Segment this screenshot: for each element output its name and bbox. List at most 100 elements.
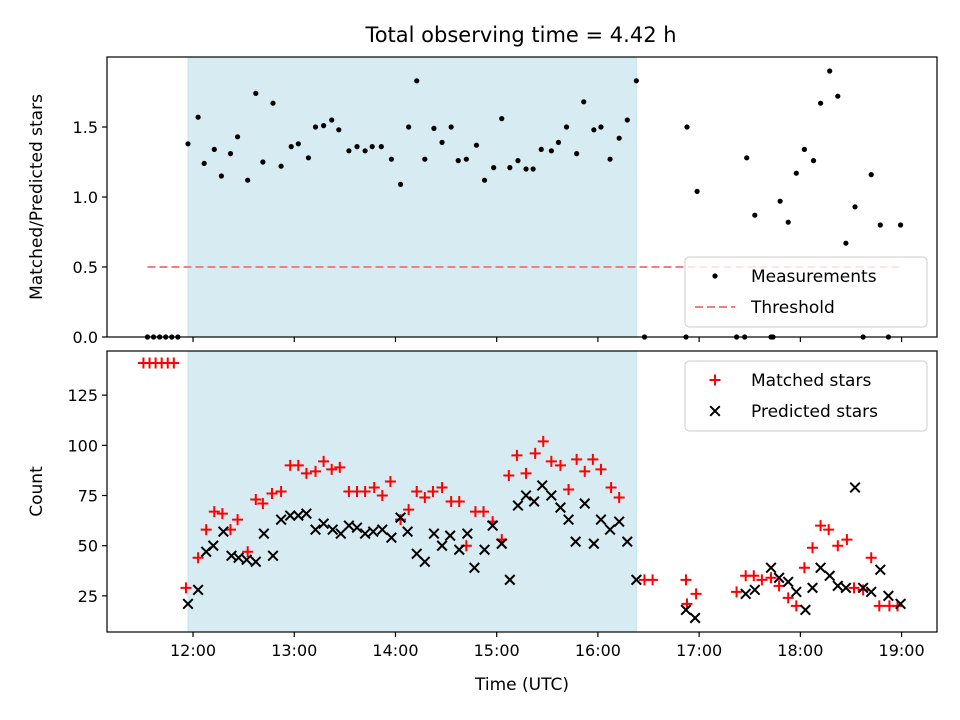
data-marker (367, 526, 379, 538)
data-marker (528, 496, 540, 508)
data-marker (630, 574, 642, 586)
data-point (598, 124, 604, 130)
bottom-legend: Matched stars Predicted stars (684, 360, 928, 432)
top-panel: 0.0 0.5 1.0 1.5 Matched/Predicted stars Mea… (27, 56, 938, 347)
data-point (843, 240, 849, 246)
data-point (288, 144, 294, 150)
data-point (278, 163, 284, 169)
data-marker (832, 540, 844, 552)
data-point (388, 156, 395, 162)
data-marker (368, 481, 380, 493)
data-marker (748, 570, 760, 582)
data-point (397, 181, 404, 187)
data-marker (250, 556, 262, 568)
data-point (362, 148, 368, 154)
data-marker (376, 490, 388, 502)
data-point (591, 127, 597, 133)
data-point (752, 212, 758, 218)
x-tick-label: 12:00 (170, 641, 216, 660)
legend-label: Measurements (751, 267, 877, 287)
data-point (868, 172, 874, 178)
data-marker (587, 453, 599, 465)
data-point (195, 114, 201, 120)
x-axis-label: Time (UTC) (474, 675, 569, 695)
data-point (694, 188, 700, 194)
bottom-y-axis-label: Count (27, 466, 47, 517)
data-marker (647, 574, 659, 586)
data-point (312, 124, 319, 130)
data-marker (536, 479, 548, 491)
data-marker (292, 510, 304, 522)
x-tick-label: 15:00 (474, 641, 520, 660)
data-marker (168, 357, 180, 369)
data-marker (436, 481, 448, 493)
data-point (581, 99, 587, 105)
data-marker (266, 488, 278, 500)
data-marker (453, 496, 465, 508)
legend-label: Predicted stars (751, 402, 878, 422)
y-tick-label: 75 (78, 487, 98, 506)
data-marker (208, 506, 220, 518)
data-point (515, 158, 521, 164)
data-marker (790, 586, 802, 598)
data-marker (241, 554, 253, 566)
data-marker (216, 508, 228, 520)
data-marker (461, 528, 473, 540)
data-marker (815, 520, 827, 532)
data-marker (841, 534, 853, 546)
data-marker (865, 586, 877, 598)
data-marker (848, 582, 860, 594)
data-marker (207, 540, 219, 552)
data-point (548, 148, 554, 154)
data-point (684, 124, 690, 130)
data-marker (773, 572, 785, 584)
data-marker (563, 514, 575, 526)
data-marker (605, 481, 617, 493)
data-marker (192, 552, 204, 564)
x-tick-label: 14:00 (372, 641, 418, 660)
data-marker (242, 546, 254, 558)
data-marker (824, 570, 836, 582)
data-point (227, 151, 234, 157)
y-tick-label: 100 (67, 436, 98, 455)
data-marker (621, 536, 633, 548)
data-point (431, 125, 437, 131)
data-point (336, 127, 342, 133)
data-marker (318, 518, 330, 530)
data-marker (327, 524, 339, 536)
data-point (211, 146, 217, 152)
data-marker (258, 528, 270, 540)
data-point (455, 158, 461, 164)
top-y-axis-label: Matched/Predicted stars (27, 94, 47, 300)
data-point (305, 155, 312, 161)
data-marker (233, 552, 245, 564)
data-marker (200, 524, 212, 536)
data-point (234, 134, 241, 140)
data-marker (403, 504, 415, 516)
data-point (616, 135, 622, 141)
data-marker (857, 582, 869, 594)
data-marker (545, 455, 557, 467)
bottom-axes-frame (106, 350, 938, 633)
data-point (346, 148, 352, 154)
top-x-ticks (192, 337, 903, 342)
y-tick-label: 1.5 (73, 118, 98, 137)
legend-marker (709, 374, 721, 386)
data-marker (799, 604, 811, 616)
data-point (260, 159, 266, 165)
data-point (270, 100, 276, 106)
data-marker (343, 520, 355, 532)
bottom-x-ticks: 12:00 13:00 14:00 15:00 16:00 17:00 18:00 19:00 (170, 632, 925, 660)
data-marker (310, 465, 322, 477)
data-point (321, 123, 327, 129)
y-tick-label: 1.0 (73, 188, 98, 207)
x-tick-label: 13:00 (271, 641, 317, 660)
data-marker (250, 494, 262, 506)
data-point (810, 158, 817, 164)
data-marker (428, 528, 440, 540)
data-marker (680, 574, 692, 586)
data-marker (806, 582, 819, 594)
data-marker (284, 510, 296, 522)
y-tick-label: 25 (78, 587, 98, 606)
